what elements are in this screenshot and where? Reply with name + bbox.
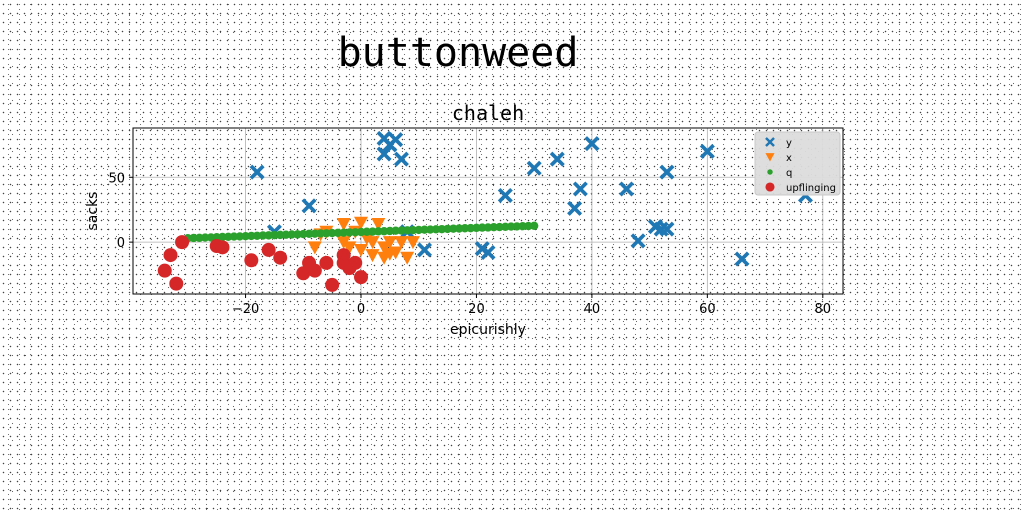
data-point-upflinging (325, 277, 340, 292)
x-tick-label: 40 (584, 302, 601, 317)
legend-marker-x (765, 153, 775, 162)
data-point-y (526, 160, 542, 176)
data-point-y (619, 181, 635, 197)
legend-label: y (786, 138, 792, 149)
data-point-upflinging (157, 263, 172, 278)
data-point-upflinging (319, 255, 334, 270)
data-point-x (365, 249, 380, 263)
y-axis-label: sacks (85, 192, 101, 231)
data-point-y (497, 187, 513, 203)
data-point-y (388, 132, 404, 148)
grid-lines (133, 128, 843, 294)
data-point-upflinging (169, 276, 184, 291)
series-y (249, 130, 813, 267)
data-point-x (394, 236, 409, 250)
data-point-upflinging (273, 250, 288, 265)
x-tick-label: 60 (699, 302, 716, 317)
data-point-x (307, 241, 322, 255)
x-tick-label: −20 (232, 302, 259, 317)
data-point-x (405, 236, 420, 250)
chart-legend: yxq upflinging (754, 131, 841, 196)
data-point-y (549, 151, 565, 167)
data-point-x (382, 236, 397, 250)
data-point-y (567, 200, 583, 216)
x-tick-label: 20 (468, 302, 485, 317)
data-point-x (371, 218, 386, 231)
data-point-y (572, 181, 588, 197)
data-point-q (529, 221, 539, 230)
axis-ticks: −20 0 20 40 60 80 0 50 (108, 171, 831, 317)
data-point-y (734, 251, 750, 267)
data-point-upflinging (348, 255, 363, 270)
legend-marker-y (765, 137, 775, 147)
figure-suptitle: buttonweed (337, 30, 579, 76)
data-point-upflinging (215, 240, 230, 255)
data-point-y (480, 245, 496, 260)
data-point-y (630, 233, 646, 249)
data-point-x (354, 243, 369, 257)
data-point-y (659, 221, 675, 237)
legend-label: q (786, 168, 792, 179)
data-point-upflinging (244, 253, 259, 268)
data-point-y (584, 136, 600, 152)
data-point-upflinging (261, 242, 276, 257)
data-point-y (417, 242, 433, 258)
data-point-y (699, 143, 715, 159)
chart-title: chaleh (452, 101, 524, 125)
y-tick-label: 50 (108, 171, 125, 186)
data-point-x (354, 216, 369, 230)
plot-area (157, 130, 813, 292)
data-point-y (393, 151, 409, 167)
data-point-upflinging (175, 235, 190, 250)
plot-frame (132, 127, 844, 295)
data-point-upflinging (163, 248, 178, 263)
data-point-x (336, 218, 351, 231)
data-point-upflinging (307, 263, 322, 278)
data-point-x (365, 236, 380, 250)
legend-box (754, 131, 841, 196)
data-point-y (659, 164, 675, 180)
x-tick-label: 80 (815, 302, 832, 317)
legend-label: upflinging (786, 183, 836, 194)
legend-marker-upflinging (765, 182, 775, 192)
data-point-y (301, 198, 317, 214)
data-point-x (388, 246, 403, 260)
data-point-y (249, 164, 265, 180)
data-point-x (400, 251, 415, 265)
legend-label: x (786, 153, 792, 164)
legend-marker-q (767, 169, 773, 175)
series-upflinging (157, 235, 369, 292)
x-axis-label: epicurishly (450, 322, 526, 338)
series-q (183, 221, 539, 243)
data-point-y (376, 146, 392, 162)
data-point-upflinging (296, 266, 311, 281)
x-tick-label: 0 (357, 302, 365, 317)
data-point-upflinging (354, 270, 369, 285)
y-tick-label: 0 (117, 236, 125, 251)
data-point-x (342, 241, 357, 255)
